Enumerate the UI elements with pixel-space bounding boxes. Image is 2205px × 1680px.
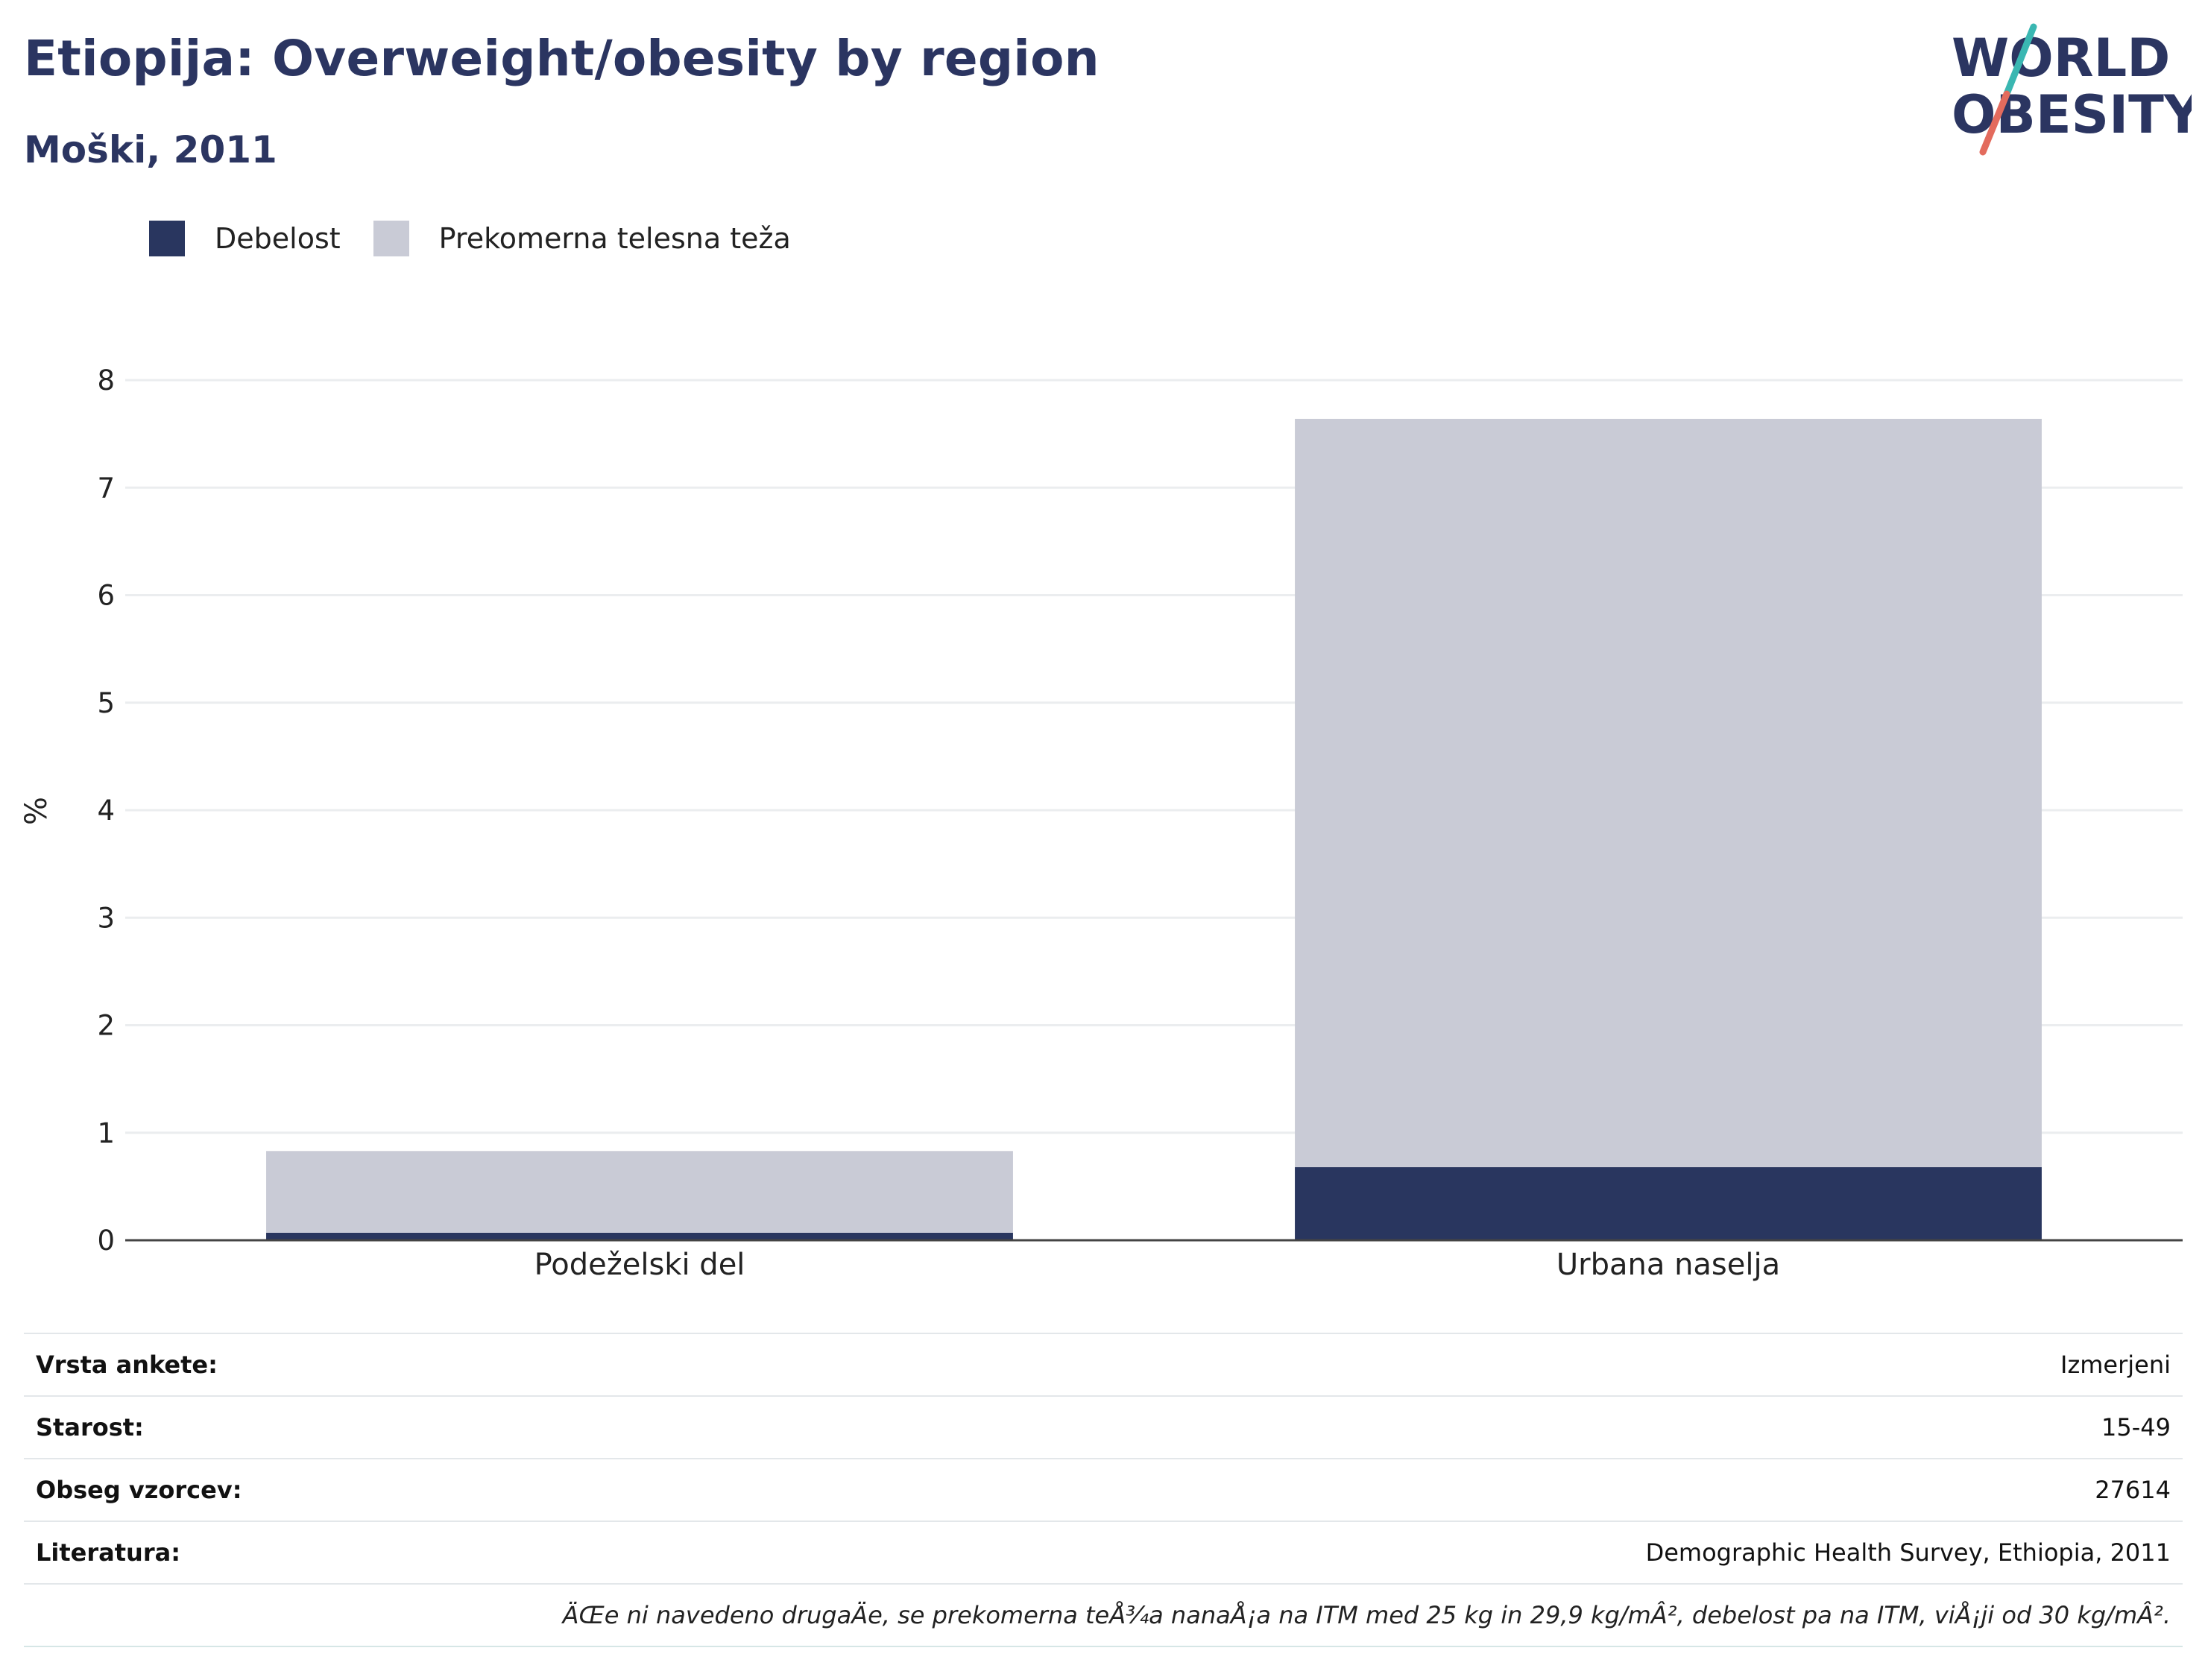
table-row: Starost: 15-49: [24, 1396, 2183, 1459]
info-key-sample-size: Obseg vzorcev:: [24, 1459, 661, 1521]
y-tick-label: 8: [97, 364, 115, 397]
chart-subtitle: Moški, 2011: [24, 128, 277, 171]
chart-legend: Debelost Prekomerna telesna teža: [149, 221, 824, 256]
legend-label-obesity: Debelost: [215, 222, 341, 255]
survey-info-table: Vrsta ankete: Izmerjeni Starost: 15-49 O…: [24, 1333, 2183, 1647]
y-tick-label: 5: [97, 687, 115, 719]
legend-label-overweight: Prekomerna telesna teža: [439, 222, 791, 255]
bar-overweight: [266, 1151, 1013, 1233]
bar-obesity: [1295, 1167, 2042, 1240]
info-key-source: Literatura:: [24, 1521, 661, 1584]
y-tick-label: 7: [97, 472, 115, 504]
y-tick-label: 4: [97, 795, 115, 827]
y-tick-label: 1: [97, 1117, 115, 1149]
bar-overweight: [1295, 419, 2042, 1167]
world-obesity-logo: WORLD OBESITY: [1938, 21, 2192, 162]
info-key-age: Starost:: [24, 1396, 661, 1459]
legend-item-overweight[interactable]: Prekomerna telesna teža: [373, 221, 791, 256]
info-value-survey-type: Izmerjeni: [661, 1333, 2183, 1396]
bars: [266, 419, 2042, 1240]
legend-swatch-obesity: [149, 221, 185, 256]
table-row: Literatura: Demographic Health Survey, E…: [24, 1521, 2183, 1584]
info-value-age: 15-49: [661, 1396, 2183, 1459]
legend-swatch-overweight: [373, 221, 409, 256]
table-row: Vrsta ankete: Izmerjeni: [24, 1333, 2183, 1396]
footnote: ÄŒe ni navedeno drugaÄ e, se prekomerna …: [24, 1584, 2183, 1646]
y-tick-label: 6: [97, 580, 115, 612]
logo-line-1: WORLD: [1952, 28, 2170, 89]
legend-item-obesity[interactable]: Debelost: [149, 221, 341, 256]
y-axis-label: %: [19, 797, 54, 825]
y-tick-label: 0: [97, 1225, 115, 1257]
y-tick-label: 2: [97, 1010, 115, 1042]
info-value-source: Demographic Health Survey, Ethiopia, 201…: [661, 1521, 2183, 1584]
bar-chart: 0 1 2 3 4 5 6 7 8 Podeželski del Urbana naselja %: [0, 328, 2205, 1297]
info-value-sample-size: 27614: [661, 1459, 2183, 1521]
x-category-label: Urbana naselja: [1556, 1248, 1780, 1282]
chart-title: Etiopija: Overweight/obesity by region: [24, 30, 1100, 87]
info-key-survey-type: Vrsta ankete:: [24, 1333, 661, 1396]
table-row: ÄŒe ni navedeno drugaÄ e, se prekomerna …: [24, 1584, 2183, 1646]
x-category-label: Podeželski del: [534, 1248, 745, 1282]
table-row: Obseg vzorcev: 27614: [24, 1459, 2183, 1521]
y-tick-label: 3: [97, 902, 115, 934]
bar-obesity: [266, 1233, 1013, 1240]
